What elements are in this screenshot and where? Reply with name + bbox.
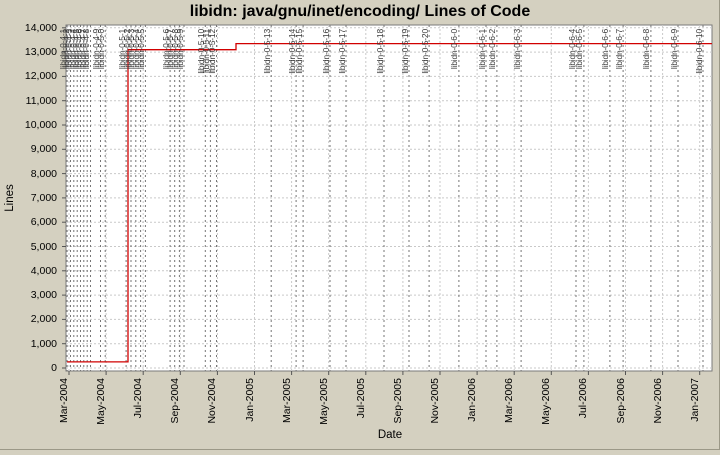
version-marker-label: libidn-0-5-9 [174, 29, 185, 70]
version-marker-label: libidn-0-5-16 [320, 29, 331, 74]
x-tick-label: Mar-2005 [280, 378, 293, 423]
version-marker-label: libidn-0-6-2 [487, 29, 498, 70]
y-tick-label: 5,000 [30, 240, 57, 253]
x-tick-label: Jan-2005 [243, 378, 256, 422]
y-tick-label: 8,000 [30, 167, 57, 180]
version-marker-label: libidn-0-6-7 [613, 29, 624, 70]
y-tick-label: 2,000 [30, 313, 57, 326]
version-marker-label: libidn-0-6-0 [449, 29, 460, 70]
version-marker-label: libidn-0-6-6 [600, 29, 611, 70]
x-tick-label: Mar-2004 [58, 378, 70, 423]
y-tick-label: 4,000 [30, 264, 57, 277]
version-marker-label: libidn-0-6-1 [476, 29, 487, 70]
x-tick-label: May-2006 [540, 378, 553, 425]
y-tick-label: 7,000 [30, 191, 57, 204]
y-tick-label: 12,000 [24, 70, 57, 83]
x-tick-label: Sep-2004 [169, 378, 182, 424]
version-marker-label: libidn-0-5-12 [207, 29, 217, 74]
version-marker-label: libidn-0-5-19 [399, 29, 410, 74]
y-tick-label: 10,000 [24, 119, 57, 131]
version-marker-label: libidn-0-5-20 [419, 29, 430, 74]
x-tick-label: Sep-2006 [614, 378, 627, 424]
version-marker-label: libidn-0-5-0 [95, 29, 106, 70]
y-tick-label: 0 [51, 362, 57, 374]
version-marker-label: libidn-0-5-13 [261, 29, 272, 74]
version-marker-label: libidn-0-6-3 [511, 29, 522, 70]
version-marker-label: libidn-0-5-17 [336, 29, 347, 74]
x-tick-label: Jul-2004 [132, 378, 145, 419]
version-marker-label: libidn-0-5-18 [374, 29, 385, 74]
x-tick-label: Jul-2005 [354, 378, 367, 419]
version-marker-label: libidn-0-6-9 [668, 29, 679, 70]
version-marker-label: libidn-0-5-5 [135, 29, 146, 70]
x-tick-label: Jul-2006 [577, 378, 590, 419]
y-tick-label: 13,000 [24, 46, 57, 59]
y-axis-title: Lines [4, 184, 16, 212]
y-tick-label: 14,000 [24, 21, 57, 34]
y-tick-label: 11,000 [25, 94, 57, 107]
x-tick-label: May-2005 [317, 378, 330, 425]
y-tick-label: 1,000 [30, 337, 57, 350]
x-tick-label: Jan-2007 [688, 378, 701, 422]
y-tick-label: 6,000 [30, 216, 57, 229]
x-tick-label: Mar-2006 [503, 378, 516, 423]
chart-title: libidn: java/gnu/inet/encoding/ Lines of… [189, 3, 531, 20]
x-tick-label: Nov-2006 [651, 378, 664, 424]
x-axis-title: Date [377, 429, 403, 441]
x-tick-label: Nov-2005 [429, 378, 441, 424]
series-line-lines-of-code [67, 42, 712, 363]
version-marker-label: libidn-0-6-8 [641, 29, 652, 70]
version-marker-label: libidn-0-5-15 [293, 29, 304, 74]
version-marker-label: libidn-0-4-8 [81, 29, 91, 70]
x-tick-label: Jan-2006 [466, 378, 479, 422]
x-tick-label: Nov-2004 [206, 378, 219, 424]
y-tick-label: 3,000 [30, 289, 57, 302]
y-tick-label: 9,000 [30, 143, 57, 156]
x-tick-label: May-2004 [95, 378, 108, 425]
x-tick-label: Sep-2005 [391, 378, 404, 424]
version-marker-label: libidn-0-6-5 [574, 29, 585, 70]
version-marker-label: libidn-0-6-10 [693, 29, 704, 74]
